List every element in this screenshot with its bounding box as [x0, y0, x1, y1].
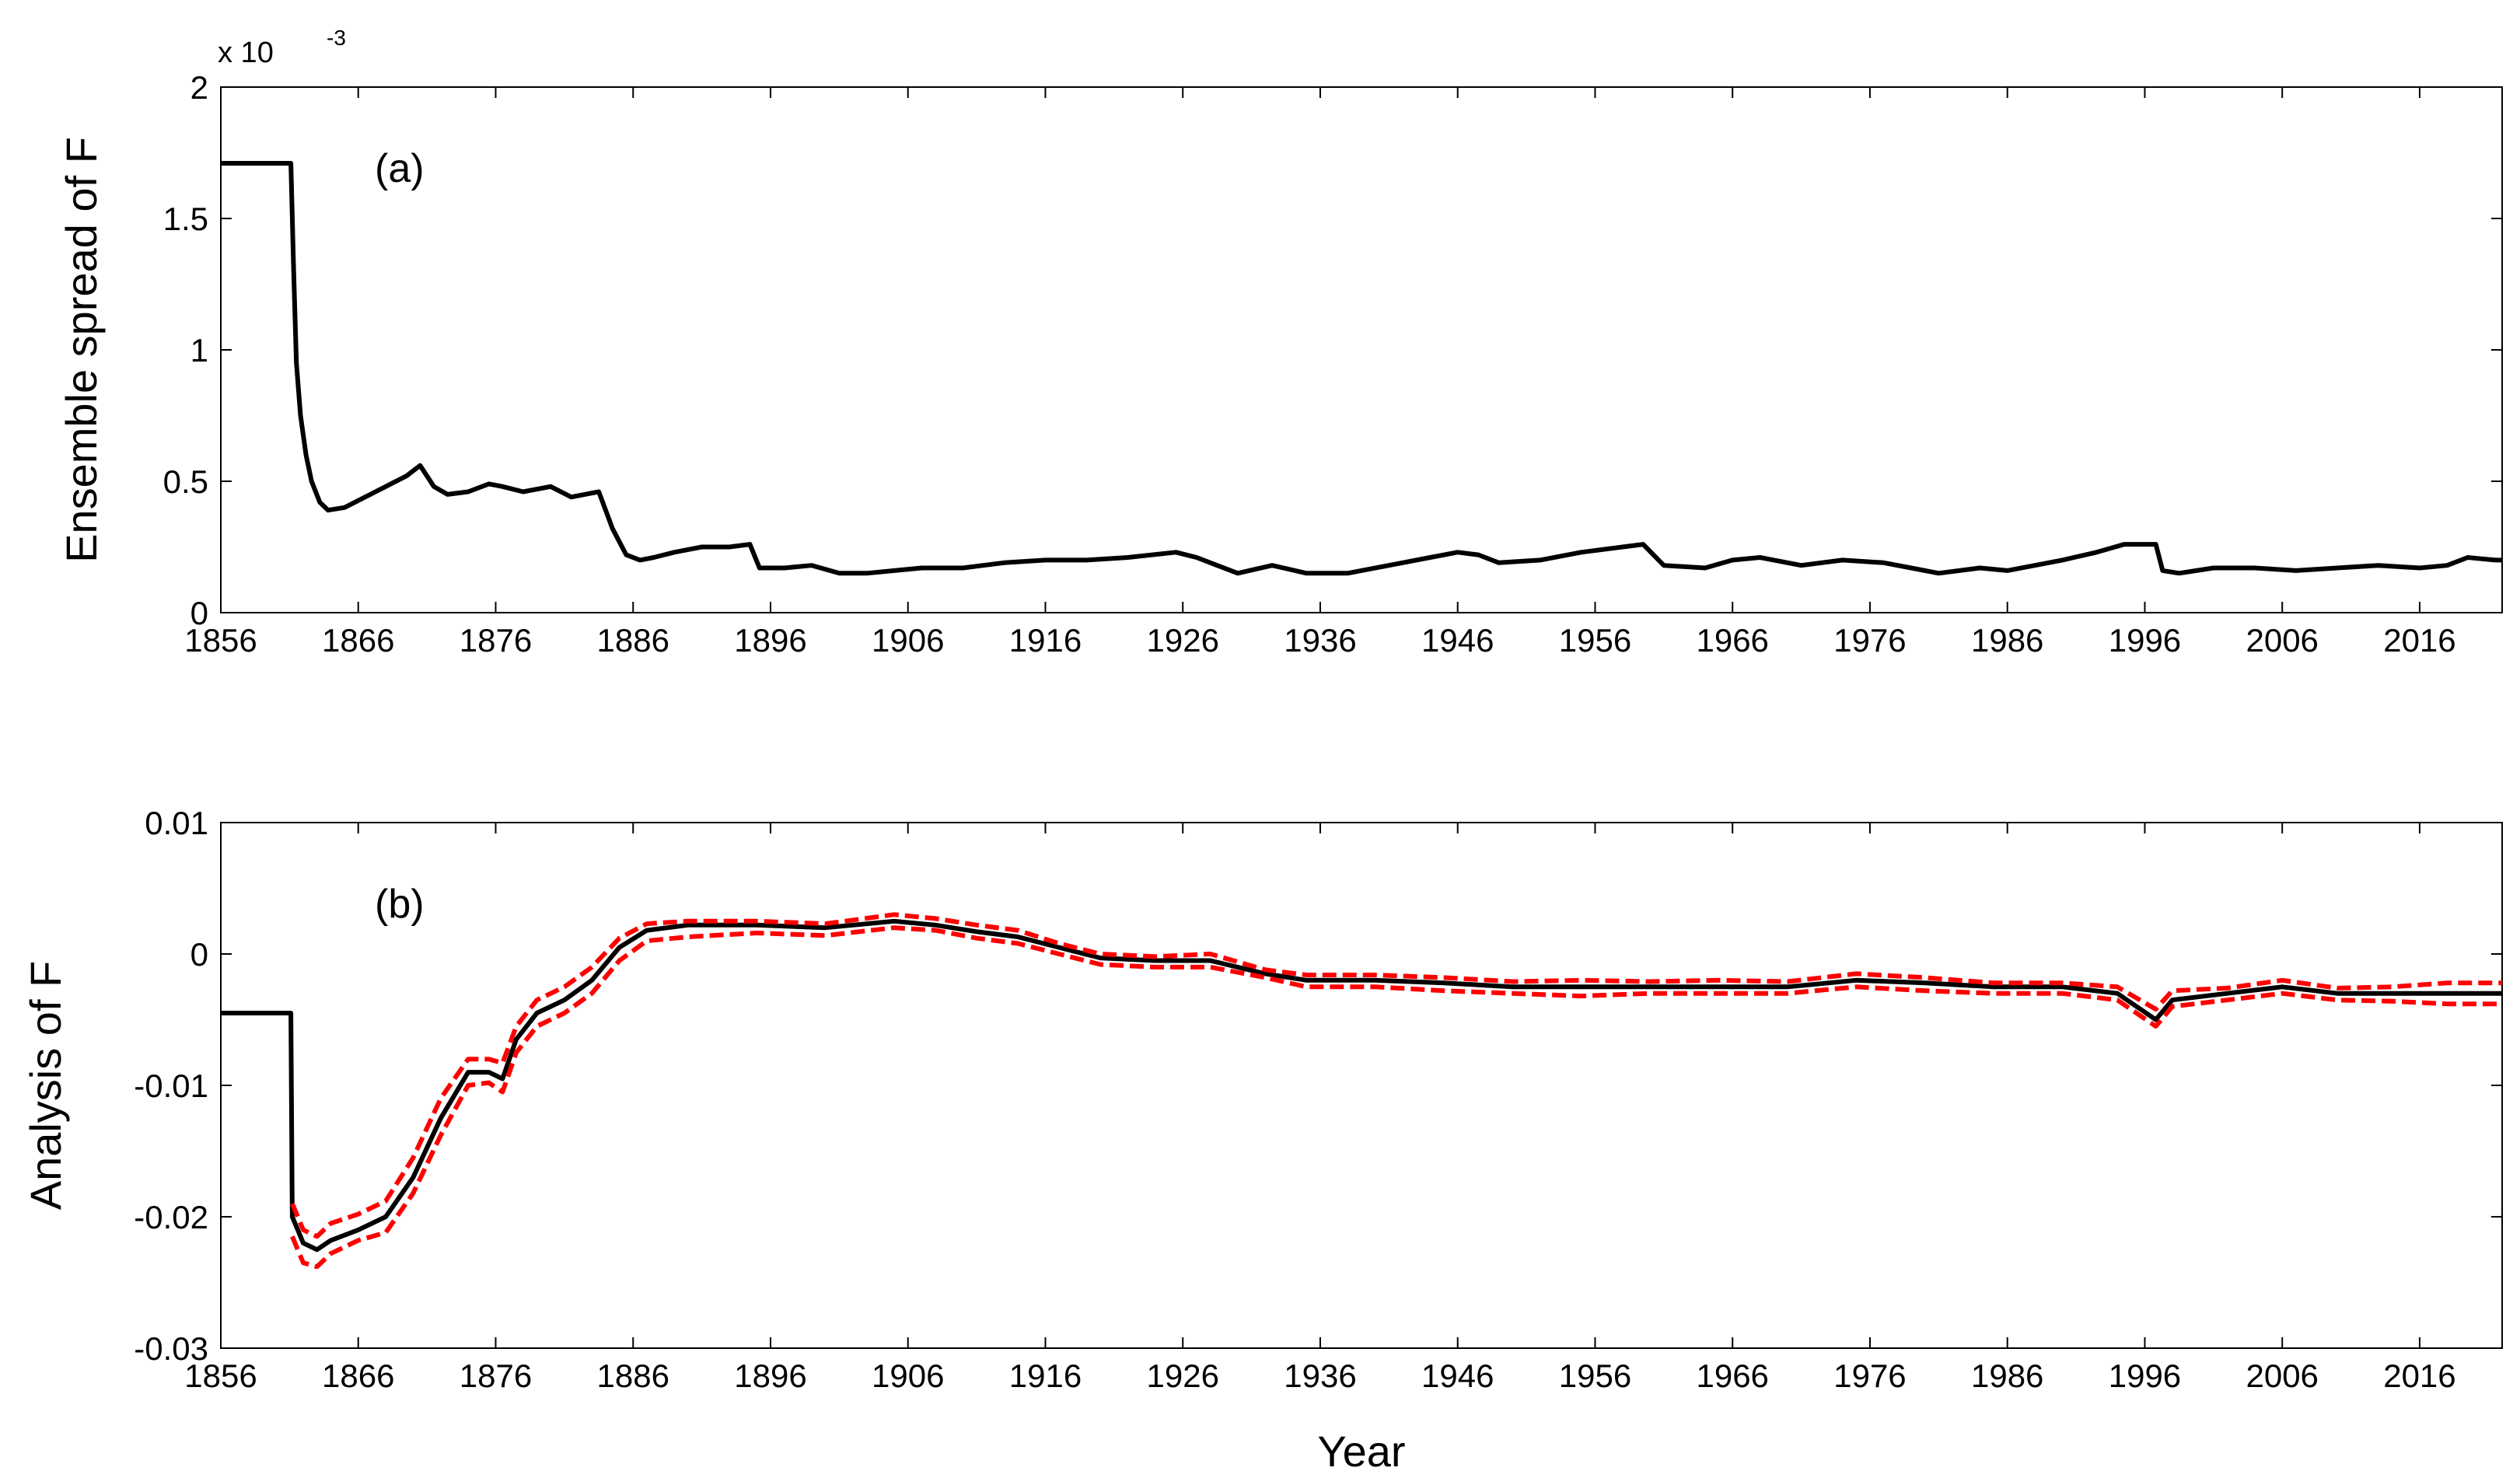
- panel-a-xtick-label: 1906: [872, 622, 944, 659]
- panel-b-xtick-label: 1956: [1559, 1357, 1631, 1394]
- panel-a: 1856 1866 1876 1886 1896 1906 1916 1926 1936 1946…: [57, 26, 2503, 659]
- panel-b-label: (b): [375, 882, 425, 927]
- panel-b-xtick-label: 2016: [2383, 1357, 2455, 1394]
- panel-b-series-analysis-mean: [221, 918, 2502, 1253]
- panel-a-xtick-label: 1916: [1009, 622, 1082, 659]
- panel-a-xtick-label: 1886: [597, 622, 669, 659]
- panel-a-axes-box: [220, 86, 2503, 613]
- panel-b-xtick-label: 1856: [184, 1357, 257, 1394]
- panel-b-ytick-label: -0.01: [134, 1067, 208, 1104]
- panel-a-ytick-label: 0.5: [163, 463, 208, 500]
- panel-b-xtick-label: 1946: [1421, 1357, 1494, 1394]
- panel-b-xtick-label: 1916: [1009, 1357, 1082, 1394]
- panel-b-axes-box: [220, 822, 2503, 1349]
- panel-b-ticks: 1856 1866 1876 1886 1896 1906 1916 1926 1936 1946…: [134, 805, 2502, 1394]
- panel-a-ytick-label: 1.5: [163, 201, 208, 237]
- panel-b-xtick-label: 1866: [322, 1357, 394, 1394]
- panel-b-series-lower-bound: [290, 925, 2502, 1270]
- panel-a-xtick-label: 2006: [2246, 622, 2318, 659]
- panel-b-xtick-label: 1986: [1971, 1357, 2043, 1394]
- panel-a-xtick-label: 1926: [1147, 622, 1219, 659]
- panel-a-ytick-label: 1: [190, 332, 208, 369]
- panel-b-xtick-label: 2006: [2246, 1357, 2318, 1394]
- panel-b-xtick-label: 1926: [1147, 1357, 1219, 1394]
- panel-b-lines: [221, 912, 2502, 1270]
- panel-b-ytick-label: 0.01: [145, 805, 208, 841]
- panel-a-xtick-label: 2016: [2383, 622, 2455, 659]
- panel-a-xtick-label: 1856: [184, 622, 257, 659]
- panel-a-ylabel: Ensemble spread of F: [57, 137, 106, 563]
- panel-b-ytick-label: -0.02: [134, 1199, 208, 1235]
- panel-a-xtick-label: 1936: [1284, 622, 1356, 659]
- panel-a-xtick-label: 1876: [460, 622, 532, 659]
- panel-b-xtick-label: 1936: [1284, 1357, 1356, 1394]
- panel-b-xtick-label: 1876: [460, 1357, 532, 1394]
- panel-a-label: (a): [375, 146, 425, 191]
- panel-b-xtick-label: 1906: [872, 1357, 944, 1394]
- panel-a-xtick-label: 1986: [1971, 622, 2043, 659]
- panel-a-xtick-label: 1976: [1833, 622, 1906, 659]
- panel-a-xtick-label: 1966: [1696, 622, 1768, 659]
- panel-a-ticks: 1856 1866 1876 1886 1896 1906 1916 1926 1936 1946…: [163, 69, 2502, 659]
- panel-a-ytick-label: 2: [190, 69, 208, 106]
- panel-b-xlabel: Year: [1317, 1427, 1405, 1476]
- panel-b-xtick-label: 1896: [734, 1357, 806, 1394]
- panel-b-ytick-label: 0: [190, 936, 208, 973]
- panel-a-xtick-label: 1996: [2109, 622, 2181, 659]
- panel-b: 1856 1866 1876 1886 1896 1906 1916 1926 1936 1946…: [21, 805, 2503, 1476]
- panel-a-xtick-label: 1946: [1421, 622, 1494, 659]
- panel-a-xtick-label: 1956: [1559, 622, 1631, 659]
- panel-b-xtick-label: 1996: [2109, 1357, 2181, 1394]
- panel-b-ytick-label: -0.03: [134, 1330, 208, 1367]
- panel-b-ylabel: Analysis of F: [21, 961, 70, 1211]
- panel-b-xtick-label: 1886: [597, 1357, 669, 1394]
- panel-b-xtick-label: 1966: [1696, 1357, 1768, 1394]
- panel-a-xtick-label: 1866: [322, 622, 394, 659]
- panel-b-xtick-label: 1976: [1833, 1357, 1906, 1394]
- panel-a-exponent-base: x 10: [218, 37, 274, 69]
- panel-a-lines: [221, 161, 2502, 576]
- panel-a-ytick-label: 0: [190, 595, 208, 631]
- panel-a-series-ensemble-spread: [221, 161, 2502, 576]
- panel-a-xtick-label: 1896: [734, 622, 806, 659]
- panel-b-series-upper-bound: [290, 912, 2502, 1239]
- panel-a-exponent-power: -3: [327, 26, 346, 50]
